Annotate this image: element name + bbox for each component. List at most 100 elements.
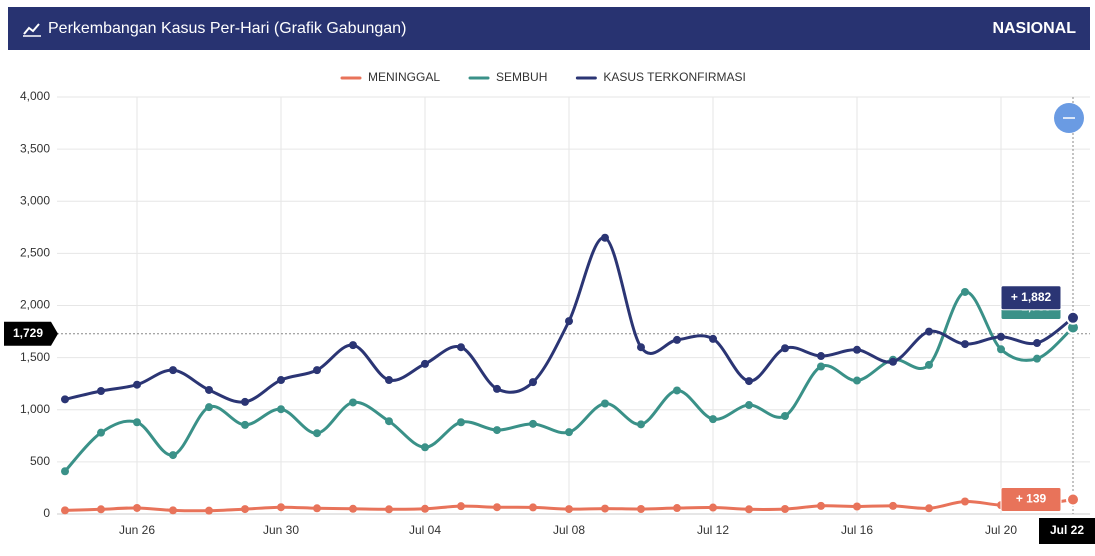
data-point	[781, 504, 789, 513]
data-point	[349, 398, 357, 407]
data-point	[817, 362, 825, 371]
data-point	[997, 332, 1005, 341]
data-point	[61, 506, 69, 515]
x-tick-label: Jun 30	[263, 523, 299, 537]
data-point	[961, 287, 969, 296]
legend-label: SEMBUH	[496, 70, 547, 84]
data-point	[853, 502, 861, 511]
data-point	[421, 504, 429, 513]
data-point	[241, 505, 249, 514]
y-tick-label: 3,500	[20, 141, 50, 155]
crosshair-label-bg	[4, 321, 58, 346]
tooltip-label: + 139	[1016, 492, 1047, 506]
data-point	[853, 376, 861, 385]
data-point	[565, 505, 573, 514]
data-point	[1033, 339, 1041, 348]
data-point	[205, 403, 213, 412]
data-point	[61, 395, 69, 404]
x-tick-label: Jul 08	[553, 523, 585, 537]
header: Perkembangan Kasus Per-Hari (Grafik Gabu…	[8, 7, 1090, 50]
x-tick-label: Jun 26	[119, 523, 155, 537]
data-point	[277, 405, 285, 414]
data-point	[781, 412, 789, 421]
data-point	[169, 451, 177, 460]
data-point	[205, 506, 213, 515]
data-point	[961, 340, 969, 349]
data-point	[205, 385, 213, 394]
data-point	[889, 501, 897, 510]
data-point	[385, 505, 393, 514]
data-point	[637, 343, 645, 352]
y-tick-label: 4,000	[20, 89, 50, 103]
legend-label: KASUS TERKONFIRMASI	[603, 70, 745, 84]
data-point	[457, 418, 465, 427]
data-point	[601, 233, 609, 242]
data-point	[637, 504, 645, 513]
data-point	[709, 334, 717, 343]
data-point	[817, 501, 825, 510]
x-crosshair-label: Jul 22	[1050, 523, 1084, 537]
x-tick-label: Jul 04	[409, 523, 441, 537]
data-point	[925, 327, 933, 336]
y-tick-label: 2,000	[20, 298, 50, 312]
data-point	[817, 352, 825, 361]
series-line	[64, 236, 1074, 404]
data-point	[421, 443, 429, 452]
data-point	[97, 428, 105, 437]
data-point	[385, 417, 393, 426]
data-point	[1033, 354, 1041, 363]
data-point	[313, 429, 321, 438]
data-point	[169, 366, 177, 375]
data-point	[349, 504, 357, 513]
x-tick-label: Jul 16	[841, 523, 873, 537]
data-point	[97, 505, 105, 514]
data-point	[493, 384, 501, 393]
data-point	[457, 502, 465, 511]
data-point	[853, 345, 861, 354]
data-point	[997, 345, 1005, 354]
data-point	[889, 357, 897, 366]
data-point	[601, 399, 609, 408]
y-tick-label: 3,000	[20, 193, 50, 207]
header-title-wrap: Perkembangan Kasus Per-Hari (Grafik Gabu…	[22, 20, 406, 38]
header-region: NASIONAL	[992, 19, 1076, 37]
data-point	[313, 366, 321, 375]
data-point	[529, 378, 537, 387]
data-point	[349, 341, 357, 350]
data-point	[745, 505, 753, 514]
data-point	[133, 380, 141, 389]
data-point	[97, 386, 105, 395]
y-tick-label: 1,500	[20, 350, 50, 364]
x-crosshair-bg	[1039, 518, 1095, 544]
data-point	[493, 503, 501, 512]
data-point	[313, 504, 321, 513]
data-point	[673, 335, 681, 344]
data-point	[457, 343, 465, 352]
data-point	[565, 428, 573, 437]
x-tick-label: Jul 12	[697, 523, 729, 537]
data-point	[637, 420, 645, 429]
data-point	[673, 504, 681, 513]
data-point	[925, 504, 933, 513]
data-point	[277, 503, 285, 512]
data-point	[385, 376, 393, 385]
y-tick-label: 0	[43, 506, 50, 520]
data-point	[565, 317, 573, 326]
y-tick-label: 2,500	[20, 246, 50, 260]
data-point	[709, 415, 717, 424]
data-point	[529, 419, 537, 428]
data-point	[493, 426, 501, 435]
tooltip-label: + 1,882	[1011, 290, 1052, 304]
data-point	[241, 420, 249, 429]
data-point	[925, 360, 933, 369]
data-point	[277, 376, 285, 385]
data-point	[1066, 310, 1080, 325]
y-tick-label: 500	[30, 454, 50, 468]
data-point	[529, 503, 537, 512]
data-point	[745, 401, 753, 410]
data-point	[133, 418, 141, 427]
data-point	[421, 359, 429, 368]
data-point	[133, 503, 141, 512]
